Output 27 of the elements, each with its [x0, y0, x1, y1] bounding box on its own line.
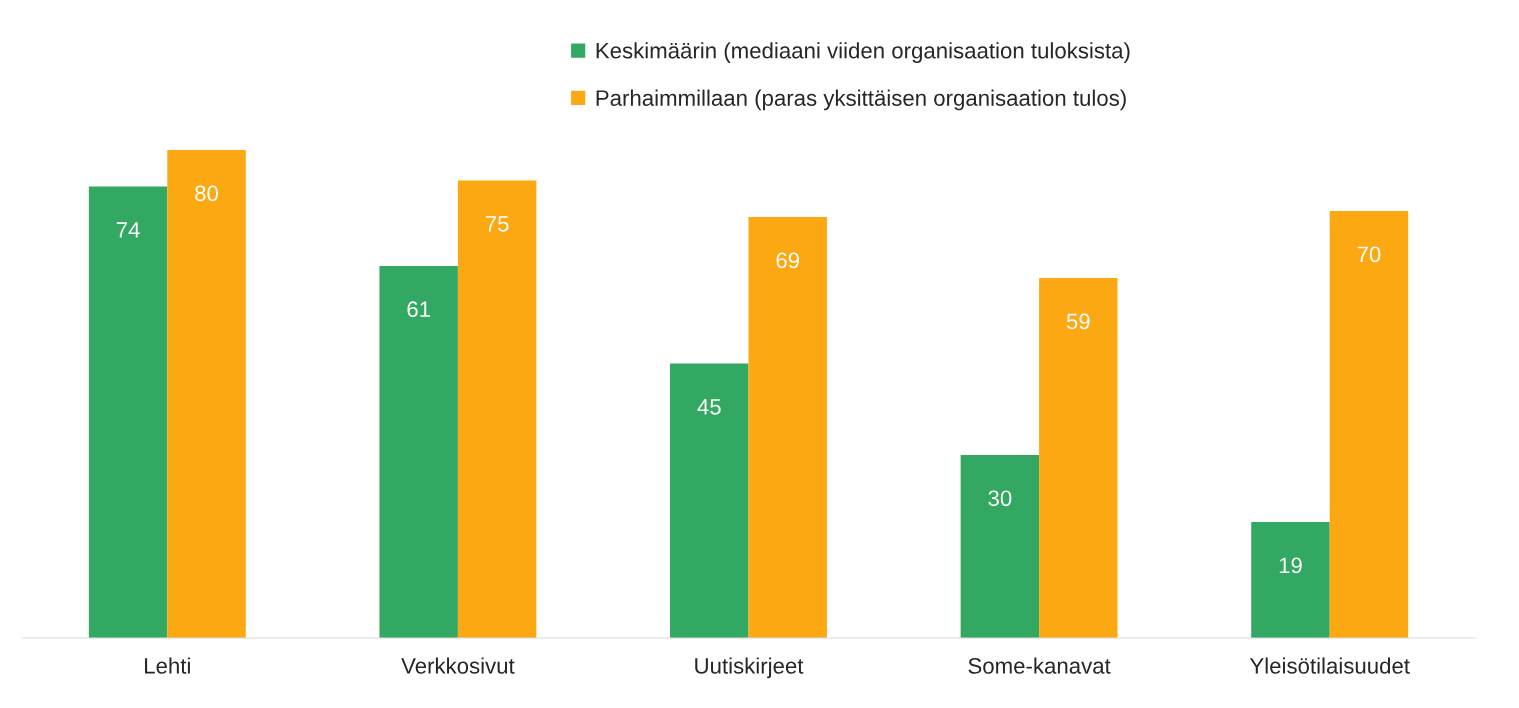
data-label: 75	[485, 216, 509, 232]
bar	[1251, 522, 1330, 638]
data-label: 45	[697, 399, 721, 415]
data-label: 69	[776, 252, 800, 269]
bar	[379, 265, 458, 638]
legend-label: Keskimäärin (mediaani viiden organisaation tuloksista)	[596, 42, 1130, 63]
legend-label: Parhaimmillaan (paras yksittäisen organisaation tulos)	[596, 89, 1126, 111]
bar	[1329, 211, 1409, 638]
bar	[670, 363, 749, 638]
bar	[960, 455, 1040, 638]
x-tick-label: Yleisötilaisuudet	[1249, 657, 1410, 674]
data-label: 19	[1279, 557, 1302, 574]
data-label: 61	[407, 301, 430, 318]
data-label: 30	[988, 490, 1012, 507]
x-tick-label: Lehti	[145, 657, 190, 674]
bar	[88, 186, 168, 638]
x-tick-label: Uutiskirjeet	[695, 657, 804, 679]
data-label: 70	[1357, 246, 1381, 263]
x-tick-label: Some-kanavat	[968, 657, 1111, 674]
bar	[1039, 278, 1118, 638]
data-label: 80	[195, 185, 219, 202]
bar	[167, 150, 246, 638]
data-label: 74	[116, 222, 140, 238]
x-tick-label: Verkkosivut	[401, 657, 515, 674]
bar	[457, 180, 537, 638]
bar	[748, 217, 827, 638]
data-label: 59	[1066, 313, 1090, 330]
